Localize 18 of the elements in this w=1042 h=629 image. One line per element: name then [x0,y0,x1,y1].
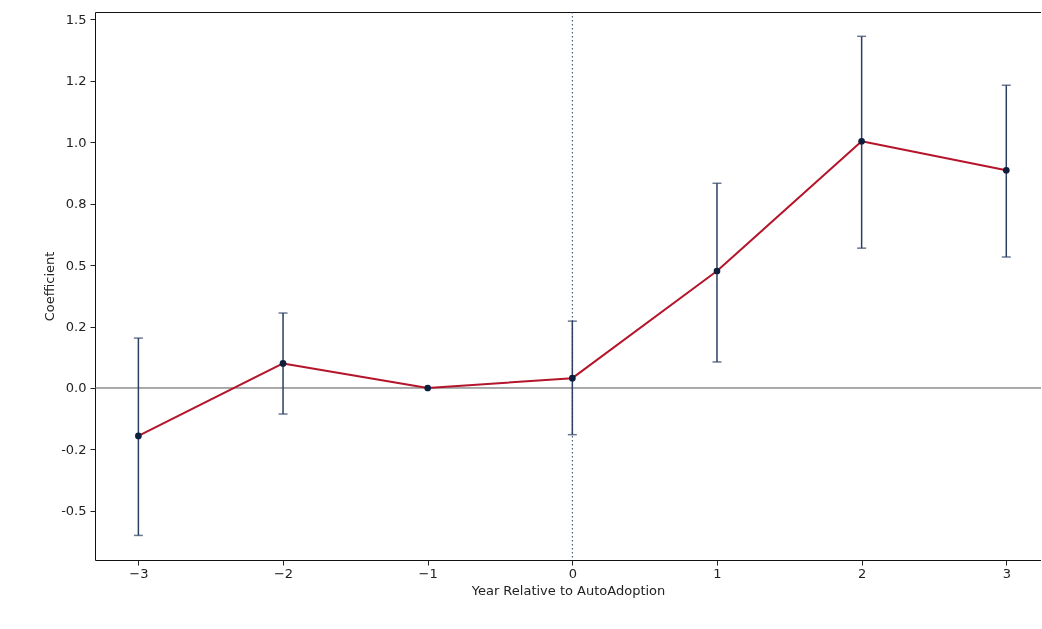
x-axis-title: Year Relative to AutoAdoption [470,582,666,598]
x-tick-label: 1 [713,565,722,581]
y-tick-label: 1.5 [65,11,87,27]
y-tick-label: 1.2 [65,73,87,89]
y-tick-label: 0.2 [65,319,87,335]
x-tick-label: −2 [273,565,294,581]
y-tick-label: 0.8 [65,196,87,212]
y-tick-label: 1.0 [65,134,87,150]
y-tick-label: -0.5 [61,503,87,519]
x-tick-label: 2 [858,565,867,581]
x-tick-label: 0 [568,565,577,581]
y-tick-label: 0.0 [65,380,87,396]
y-tick-label: 0.5 [65,257,87,273]
y-tick-label: -0.2 [61,441,87,457]
y-axis-title: Coefficient [42,251,58,322]
x-tick-label: −3 [129,565,149,581]
x-tick-label: 3 [1002,565,1011,581]
x-tick-label: −1 [418,565,438,581]
